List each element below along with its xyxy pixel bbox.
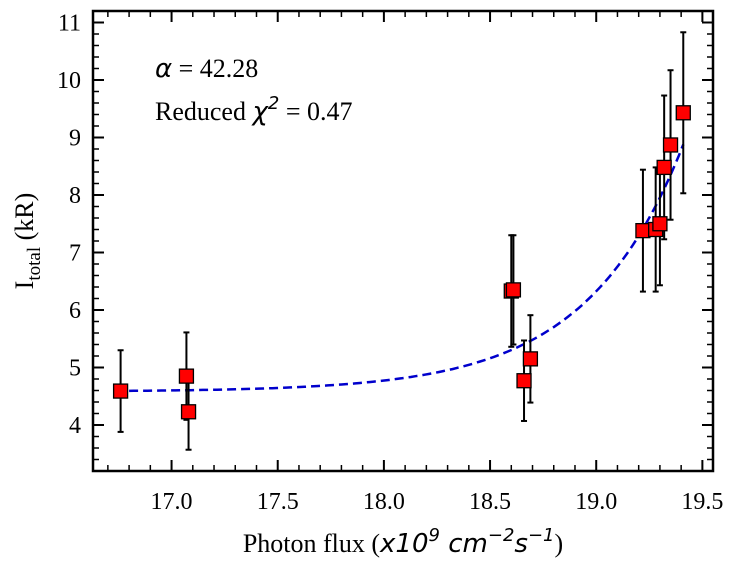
x-tick-label: 17.5 [257,489,299,515]
x-tick-label: 19.5 [681,489,723,515]
x-tick-label: 18.0 [363,489,405,515]
y-tick-label: 6 [69,298,81,324]
data-point [522,351,539,367]
data-point [675,105,691,121]
alpha-annotation: α = 42.28 [155,54,258,84]
y-tick-label: 10 [57,68,81,94]
y-tick-label: 7 [69,241,81,267]
x-axis-label: Photon flux (x109 cm−2s−1) [243,525,563,559]
y-tick-label: 5 [69,356,81,382]
fit-curve [129,143,685,393]
x-tick-labels: 17.0 17.5 18.0 18.5 19.0 19.5 [151,489,724,515]
data-point [112,383,129,399]
x-tick-label: 18.5 [469,489,511,515]
data-point [178,368,195,384]
chi-squared-annotation: Reduced χ2 = 0.47 [155,93,352,127]
axis-ticks [93,10,713,472]
data-point [652,216,668,232]
y-tick-labels: 4 5 6 7 8 9 10 11 [57,11,81,440]
fit-curve-layer [129,143,685,393]
data-points-layer [112,31,691,451]
x-tick-label: 19.0 [575,489,617,515]
y-tick-label: 4 [69,413,81,439]
data-point [635,222,651,239]
y-tick-label: 11 [58,11,81,37]
data-point [656,159,672,176]
x-tick-label: 17.0 [151,489,193,515]
y-axis-label: Itotal (kR) [10,193,45,290]
data-point [180,404,197,420]
data-point [516,373,532,389]
y-tick-label: 9 [69,126,81,152]
y-tick-label: 8 [69,183,81,209]
data-point [505,282,522,298]
data-point [662,137,679,153]
